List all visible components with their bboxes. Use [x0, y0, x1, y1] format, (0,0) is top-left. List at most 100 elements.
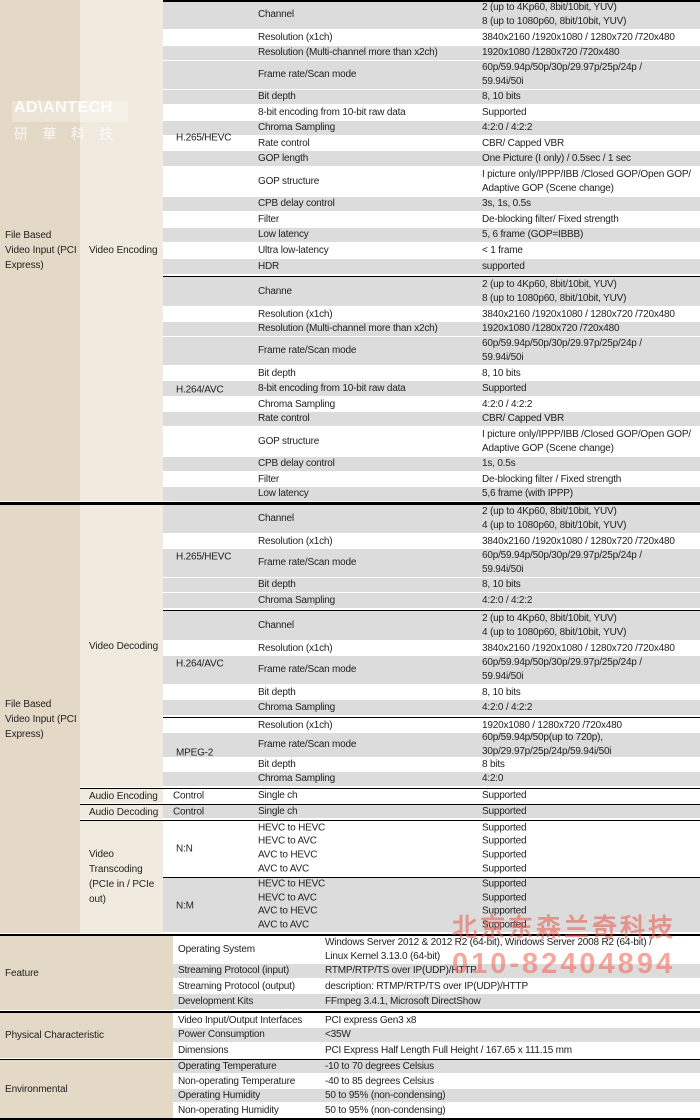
- spec-label: Resolution (x1ch): [258, 719, 333, 731]
- spec-row: HDR supported: [163, 259, 700, 275]
- codec-label: H.264/AVC: [176, 658, 224, 669]
- spec-value: -40 to 85 degrees Celsius: [325, 1075, 434, 1087]
- spec-row: Bit depth 8, 10 bits: [163, 90, 700, 105]
- codec-label: N:M: [176, 900, 194, 911]
- spec-label: Streaming Protocol (input): [178, 965, 289, 976]
- spec-value: 1920x1080 /1280x720 /720x480: [482, 323, 620, 334]
- spec-value: description: RTMP/RTP/TS over IP(UDP)/HT…: [325, 980, 528, 992]
- spec-value: Supported: [482, 382, 527, 394]
- spec-value: 8 bits: [482, 759, 505, 770]
- spec-label: Rate control: [258, 137, 310, 149]
- spec-row: Single ch Supported: [163, 789, 700, 803]
- subcategory-cell: Video Decoding: [80, 505, 163, 787]
- spec-label: Frame rate/Scan mode: [258, 345, 357, 356]
- spec-value: 50 to 95% (non-condensing): [325, 1089, 446, 1101]
- spec-label: HDR: [258, 260, 280, 272]
- section-divider-line: [80, 787, 700, 789]
- spec-row: Low latency 5,6 frame (with IPPP): [163, 487, 700, 502]
- spec-label: GOP structure: [258, 176, 320, 187]
- section-divider-line: [163, 275, 700, 277]
- spec-label: Resolution (x1ch): [258, 308, 333, 320]
- section-divider-line: [0, 1058, 700, 1060]
- spec-label: Channel: [258, 8, 294, 20]
- spec-label: Channel: [258, 513, 294, 524]
- spec-label: Bit depth: [258, 579, 296, 590]
- subcategory-cell: Audio Decoding: [80, 805, 163, 819]
- category-cell: Feature: [0, 936, 173, 1010]
- section-divider-line: [80, 819, 700, 821]
- spec-label: Resolution (x1ch): [258, 32, 333, 43]
- spec-row: Resolution (x1ch) 3840x2160 /1920x1080 / …: [163, 641, 700, 656]
- advantech-logo: AD\ANTECH 研 華 科 技: [12, 99, 128, 144]
- spec-value: 50 to 95% (non-condensing): [325, 1104, 446, 1116]
- category-cell: Physical Characteristic: [0, 1013, 173, 1058]
- spec-row: Channel 2 (up to 4Kp60, 8bit/10bit, YUV) …: [163, 505, 700, 534]
- spec-row: GOP structure I picture only/IPPP/IBB /Cl…: [163, 167, 700, 197]
- spec-value: 60p/59.94p/50p/30p/29.97p/25p/24p / 59.9…: [482, 62, 642, 87]
- spec-row: Frame rate/Scan mode 60p/59.94p/50p/30p/2…: [163, 549, 700, 578]
- advantech-wordmark: AD\ANTECH: [14, 99, 113, 116]
- spec-label: Bit depth: [258, 686, 296, 698]
- spec-value: 3840x2160 /1920x1080 / 1280x720 /720x480: [482, 535, 675, 547]
- spec-label: HEVC to HEVC HEVC to AVC AVC to HEVC AVC…: [258, 822, 326, 875]
- spec-row: Non-operating Humidity 50 to 95% (non-con…: [173, 1103, 700, 1118]
- subcategory-cell: Audio Encoding: [80, 789, 163, 803]
- codec-group: Video Input/Output Interfaces PCI express…: [173, 1013, 700, 1058]
- spec-value: 1s, 0.5s: [482, 458, 516, 469]
- spec-value: 60p/59.94p/50p/30p/29.97p/25p/24p / 59.9…: [482, 338, 642, 363]
- spec-row: Power Consumption <35W: [173, 1028, 700, 1043]
- spec-value: supported: [482, 260, 525, 272]
- spec-row: 8-bit encoding from 10-bit raw data Suppo…: [163, 381, 700, 397]
- spec-label: Single ch: [258, 790, 298, 801]
- spec-label: Channe: [258, 285, 292, 297]
- spec-label: Non-operating Humidity: [178, 1104, 279, 1116]
- codec-group: Operating Temperature -10 to 70 degrees C…: [173, 1060, 700, 1118]
- spec-value: -10 to 70 degrees Celsius: [325, 1060, 434, 1072]
- spec-value: Supported: [482, 107, 527, 118]
- spec-value: De-blocking filter/ Fixed strength: [482, 214, 619, 225]
- spec-row: Operating Temperature -10 to 70 degrees C…: [173, 1060, 700, 1074]
- spec-label: Frame rate/Scan mode: [258, 557, 357, 568]
- codec-group: Channel 2 (up to 4Kp60, 8bit/10bit, YUV) …: [163, 611, 700, 716]
- spec-value: < 1 frame: [482, 245, 523, 256]
- section-divider-line: [0, 502, 700, 505]
- spec-label: Dimensions: [178, 1044, 229, 1056]
- spec-value: Supported: [482, 790, 527, 801]
- spec-value: 4:2:0 / 4:2:2: [482, 701, 533, 713]
- spec-row: Dimensions PCI Express Half Length Full H…: [173, 1043, 700, 1058]
- spec-label: Frame rate/Scan mode: [258, 69, 357, 80]
- spec-label: Chroma Sampling: [258, 398, 336, 410]
- spec-row: Operating Humidity 50 to 95% (non-condens…: [173, 1089, 700, 1103]
- spec-value: FFmpeg 3.4.1, Microsoft DirectShow: [325, 995, 481, 1007]
- spec-label: Filter: [258, 214, 280, 225]
- spec-value: De-blocking filter / Fixed strength: [482, 473, 622, 485]
- spec-label: GOP structure: [258, 436, 320, 447]
- spec-row: CPB delay control 3s, 1s, 0.5s: [163, 197, 700, 212]
- spec-row: GOP structure I picture only/IPPP/IBB /Cl…: [163, 427, 700, 457]
- section-divider-line: [163, 609, 700, 611]
- spec-label: Chroma Sampling: [258, 594, 336, 606]
- spec-label: Frame rate/Scan mode: [258, 664, 357, 675]
- spec-label: Single ch: [258, 805, 298, 817]
- spec-value: Windows Server 2012 & 2012 R2 (64-bit), …: [325, 937, 652, 962]
- codec-label: MPEG-2: [176, 747, 214, 758]
- spec-label: Channel: [258, 619, 294, 631]
- spec-label: Low latency: [258, 229, 309, 240]
- spec-row: Non-operating Temperature -40 to 85 degre…: [173, 1074, 700, 1089]
- spec-value: 8, 10 bits: [482, 686, 521, 698]
- spec-row: Low latency 5, 6 frame (GOP=IBBB): [163, 228, 700, 243]
- spec-value: 3s, 1s, 0.5s: [482, 198, 531, 209]
- spec-row: Streaming Protocol (input) RTMP/RTP/TS ov…: [173, 964, 700, 979]
- spec-value: 8, 10 bits: [482, 367, 521, 379]
- codec-group: Resolution (x1ch) 1920x1080 / 1280x720 /7…: [163, 718, 700, 787]
- spec-row: Operating System Windows Server 2012 & 20…: [173, 936, 700, 964]
- spec-row: HEVC to HEVC HEVC to AVC AVC to HEVC AVC…: [163, 878, 700, 933]
- codec-label: H.265/HEVC: [176, 551, 232, 563]
- section-divider-line: [163, 0, 700, 2]
- spec-value: Supported Supported Supported Supported: [482, 878, 527, 931]
- spec-row: Chroma Sampling 4:2:0 / 4:2:2: [163, 121, 700, 136]
- subcategory-cell: Video Encoding: [80, 0, 163, 501]
- spec-value: 3840x2160 /1920x1080 / 1280x720 /720x480: [482, 32, 675, 43]
- spec-value: 4:2:0 / 4:2:2: [482, 122, 533, 133]
